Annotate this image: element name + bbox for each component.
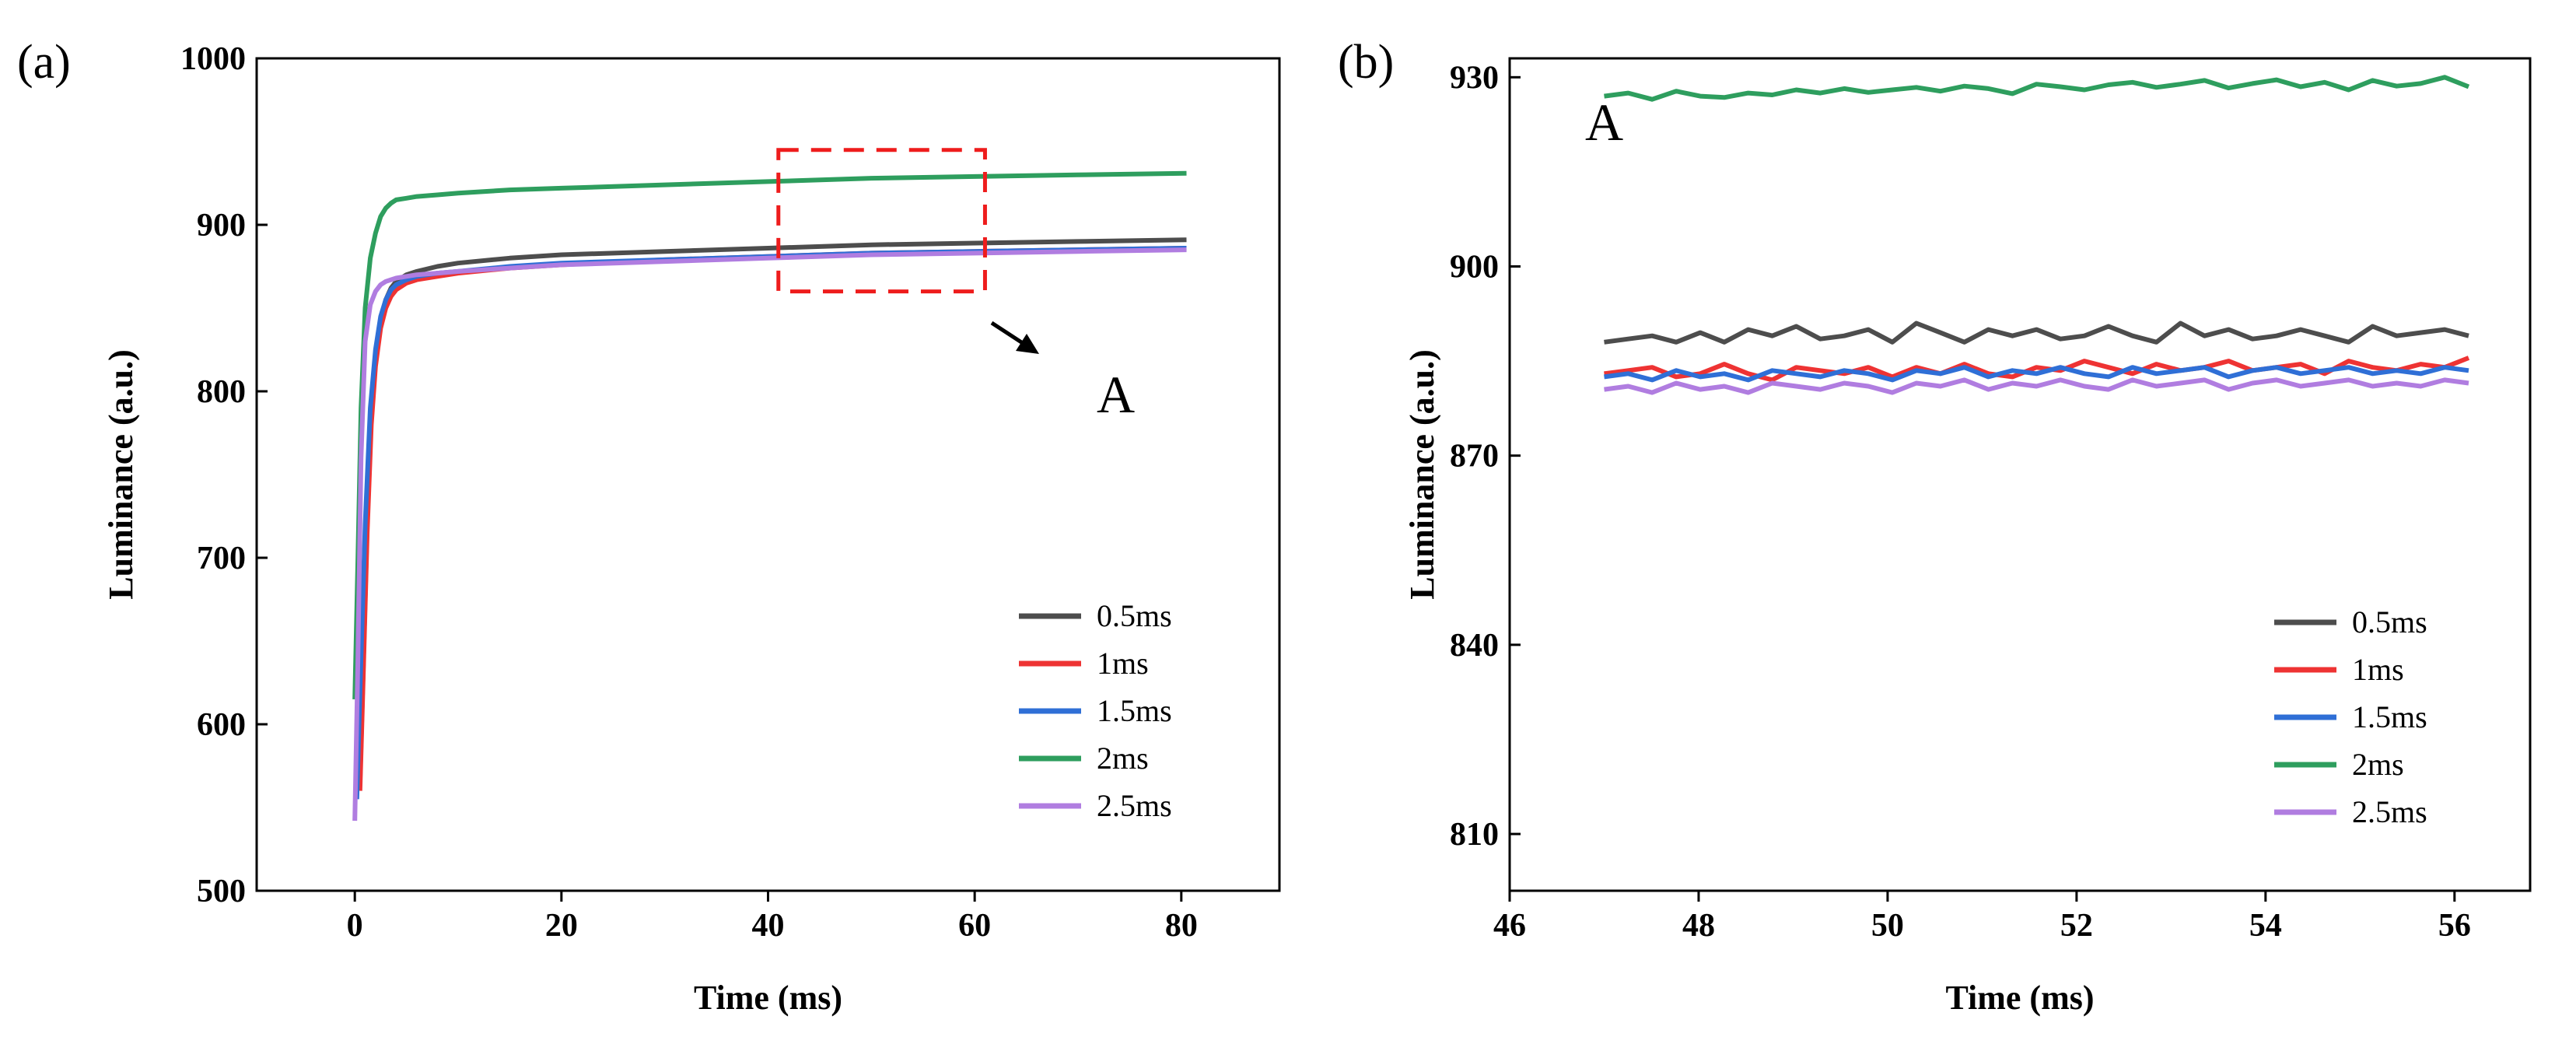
chart-panel-a: 500 600 700 800 900 1000 0 20 40 60 80 Time (ms) Lum… bbox=[17, 36, 1281, 1017]
series-line-2ms bbox=[1604, 75, 2470, 102]
series-line-2.5ms bbox=[1604, 377, 2469, 395]
series-line-1.5ms bbox=[1604, 365, 2469, 383]
legend-label: 1.5ms bbox=[1097, 693, 1172, 728]
x-tick-label: 54 bbox=[2249, 908, 2282, 944]
y-tick-label: 700 bbox=[197, 541, 246, 576]
series-line-1.5ms bbox=[354, 246, 1187, 800]
legend-label: 2.5ms bbox=[1097, 788, 1172, 823]
series-line-0.5ms bbox=[357, 237, 1187, 783]
x-tick-label: 48 bbox=[1682, 908, 1715, 944]
legend-label: 2ms bbox=[2352, 747, 2404, 782]
y-tick-label: 1000 bbox=[180, 41, 246, 77]
x-tick-label: 0 bbox=[347, 908, 363, 944]
y-axis-label: Luminance (a.u.) bbox=[102, 349, 140, 599]
y-tick-label: 600 bbox=[197, 707, 246, 743]
series-line-2ms bbox=[352, 170, 1187, 699]
x-tick-label: 60 bbox=[958, 908, 991, 944]
legend-label: 2.5ms bbox=[2352, 794, 2427, 829]
series-line-0.5ms bbox=[1604, 321, 2469, 345]
arrow-head bbox=[1016, 334, 1039, 354]
series-line-2.5ms bbox=[352, 247, 1187, 822]
x-tick-label: 52 bbox=[2060, 908, 2093, 944]
series-group bbox=[352, 170, 1187, 822]
annotation-label: A bbox=[1097, 365, 1135, 424]
y-tick-label: 930 bbox=[1450, 60, 1499, 96]
y-tick-label: 810 bbox=[1450, 817, 1499, 853]
x-tick-label: 46 bbox=[1493, 908, 1526, 944]
y-tick-label: 900 bbox=[197, 208, 246, 243]
plot-frame bbox=[1508, 57, 2532, 892]
x-tick-label: 56 bbox=[2438, 908, 2471, 944]
y-tick-label: 500 bbox=[197, 874, 246, 909]
legend-label: 0.5ms bbox=[1097, 598, 1172, 633]
legend-label: 1ms bbox=[2352, 652, 2404, 687]
y-tick-label: 870 bbox=[1450, 439, 1499, 475]
panel-label: (a) bbox=[17, 36, 71, 89]
x-tick-label: 50 bbox=[1871, 908, 1904, 944]
x-tick-label: 20 bbox=[545, 908, 578, 944]
x-axis-label: Time (ms) bbox=[1945, 979, 2094, 1017]
y-axis-label: Luminance (a.u.) bbox=[1403, 349, 1441, 599]
legend-label: 2ms bbox=[1097, 741, 1149, 776]
series-line-1ms bbox=[1604, 356, 2470, 383]
panel-label: (b) bbox=[1338, 36, 1394, 89]
legend-label: 1.5ms bbox=[2352, 699, 2427, 734]
legend-label: 1ms bbox=[1097, 646, 1149, 681]
x-axis-label: Time (ms) bbox=[694, 979, 842, 1017]
y-tick-label: 900 bbox=[1450, 250, 1499, 286]
chart-panel-b: 810 840 870 900 930 46 48 50 52 54 56 Time (ms) Lumi… bbox=[1338, 36, 2532, 1017]
x-tick-label: 80 bbox=[1165, 908, 1198, 944]
annotation-label: A bbox=[1585, 93, 1623, 152]
x-tick-label: 40 bbox=[752, 908, 785, 944]
y-tick-label: 840 bbox=[1450, 628, 1499, 664]
y-tick-label: 800 bbox=[197, 374, 246, 410]
legend-label: 0.5ms bbox=[2352, 604, 2427, 639]
zoom-box bbox=[776, 148, 987, 294]
series-group bbox=[1604, 75, 2470, 395]
